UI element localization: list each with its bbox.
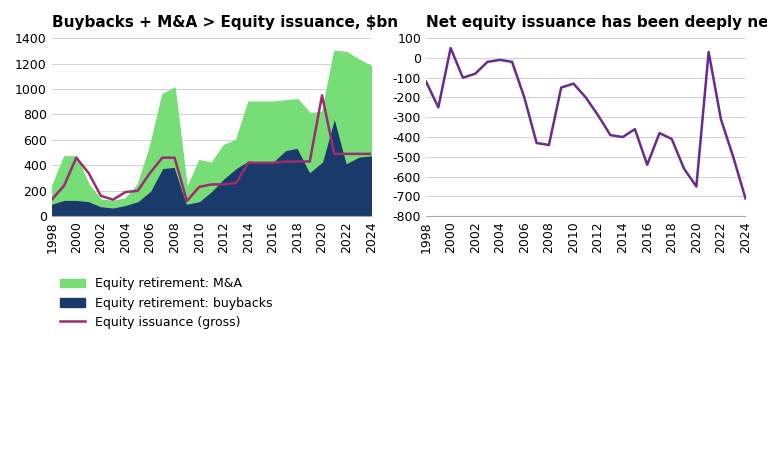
Equity issuance (gross) [146, 170, 155, 176]
Text: Net equity issuance has been deeply negative, $bn: Net equity issuance has been deeply nega… [426, 15, 767, 30]
Equity issuance (gross) [318, 93, 327, 98]
Legend: Equity retirement: M&A, Equity retirement: buybacks, Equity issuance (gross): Equity retirement: M&A, Equity retiremen… [54, 272, 278, 334]
Equity issuance (gross) [354, 151, 364, 157]
Equity issuance (gross) [219, 182, 229, 187]
Equity issuance (gross) [97, 193, 106, 198]
Equity issuance (gross) [121, 189, 130, 195]
Equity issuance (gross) [330, 151, 339, 157]
Equity issuance (gross) [293, 159, 302, 164]
Equity issuance (gross) [71, 155, 81, 160]
Equity issuance (gross) [232, 180, 241, 186]
Equity issuance (gross) [133, 188, 143, 194]
Equity issuance (gross) [244, 160, 253, 166]
Equity issuance (gross) [305, 159, 314, 164]
Equity issuance (gross) [268, 160, 278, 166]
Equity issuance (gross) [367, 151, 376, 157]
Equity issuance (gross) [281, 159, 290, 164]
Equity issuance (gross) [84, 170, 94, 176]
Equity issuance (gross) [183, 198, 192, 204]
Equity issuance (gross) [59, 183, 68, 189]
Text: Buybacks + M&A > Equity issuance, $bn: Buybacks + M&A > Equity issuance, $bn [51, 15, 398, 30]
Equity issuance (gross) [170, 155, 179, 160]
Equity issuance (gross) [47, 197, 56, 202]
Equity issuance (gross) [207, 182, 216, 187]
Equity issuance (gross) [256, 160, 265, 166]
Equity issuance (gross) [158, 155, 167, 160]
Equity issuance (gross) [195, 184, 204, 189]
Equity issuance (gross) [342, 151, 351, 157]
Line: Equity issuance (gross): Equity issuance (gross) [51, 95, 371, 201]
Equity issuance (gross) [109, 197, 118, 202]
